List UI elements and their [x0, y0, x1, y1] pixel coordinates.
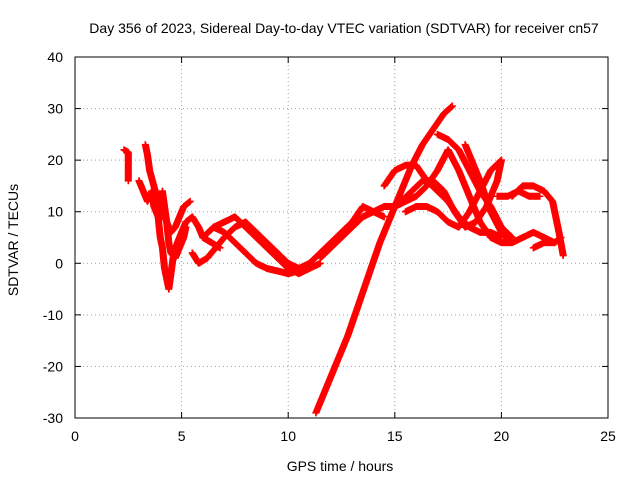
y-tick-label: 10: [47, 204, 63, 220]
y-tick-label: -30: [43, 410, 63, 426]
plus-marker: [295, 267, 303, 275]
axis-ticks: 0 5 10 15 20 25 -30 -20 -10 0 10 20 30 40: [43, 49, 616, 444]
series-pass-f: [199, 213, 324, 278]
y-axis-label: SDTVAR / TECUs: [5, 184, 21, 296]
x-tick-label: 0: [71, 428, 79, 444]
y-tick-label: 40: [47, 49, 63, 65]
y-tick-label: 0: [55, 255, 63, 271]
plus-marker: [182, 223, 190, 231]
x-tick-label: 10: [280, 428, 296, 444]
x-tick-label: 15: [387, 428, 403, 444]
plus-marker: [536, 192, 544, 200]
y-tick-label: 20: [47, 152, 63, 168]
chart-title: Day 356 of 2023, Sidereal Day-to-day VTE…: [89, 20, 599, 36]
series-pass-a: [120, 146, 132, 185]
series-pass-h: [312, 102, 456, 417]
plus-marker: [557, 234, 565, 241]
plus-marker: [448, 102, 456, 110]
y-tick-label: 30: [47, 101, 63, 117]
plus-marker: [380, 213, 388, 221]
series-pass-n: [461, 141, 514, 247]
plus-marker: [506, 239, 514, 247]
series-pass-q: [493, 187, 544, 200]
plus-marker: [508, 234, 516, 241]
plus-marker: [559, 252, 567, 260]
x-tick-label: 5: [178, 428, 186, 444]
series-pass-i: [316, 146, 559, 262]
x-axis-label: GPS time / hours: [287, 458, 394, 474]
series-pass-j: [380, 161, 505, 241]
series-pass-d: [158, 187, 190, 262]
y-tick-label: -20: [43, 358, 63, 374]
plot-frame: [74, 56, 609, 419]
y-tick-label: -10: [43, 307, 63, 323]
plus-marker: [497, 156, 505, 164]
plus-marker: [124, 177, 132, 185]
x-tick-label: 20: [494, 428, 510, 444]
series-pass-b: [135, 177, 224, 293]
data-marks: [120, 102, 567, 417]
series-pass-k: [397, 156, 505, 231]
series-pass-g: [210, 223, 303, 278]
series-pass-p: [529, 234, 565, 252]
x-tick-label: 25: [600, 428, 616, 444]
plus-marker: [186, 197, 194, 205]
